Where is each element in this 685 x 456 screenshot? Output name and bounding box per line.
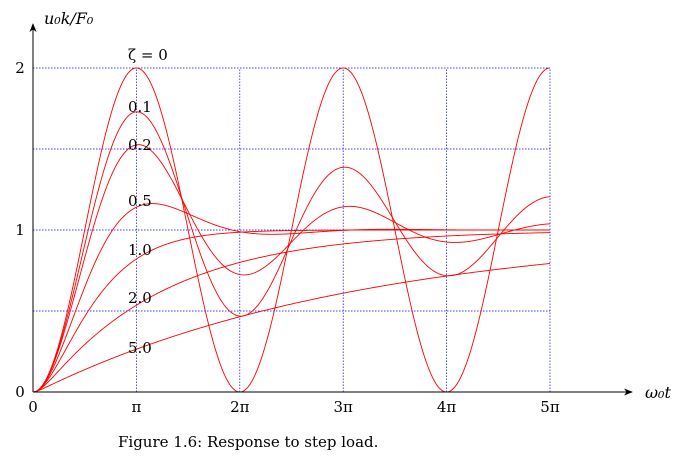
x-tick-label: 4π xyxy=(437,398,457,416)
x-tick-label: 3π xyxy=(333,398,353,416)
figure-caption: Figure 1.6: Response to step load. xyxy=(118,433,378,451)
x-axis-label: ω₀t xyxy=(645,383,671,402)
series-line-zeta-2 xyxy=(32,232,551,393)
series-line-zeta-0.1 xyxy=(32,111,551,393)
x-tick-label: 5π xyxy=(540,398,560,416)
series-line-zeta-0 xyxy=(32,67,551,393)
series-line-zeta-1 xyxy=(32,229,550,393)
y-axis-label: u₀k/F₀ xyxy=(44,9,94,28)
series-label: 5.0 xyxy=(128,339,152,357)
x-tick-label: 0 xyxy=(28,398,38,416)
series-line-zeta-0.2 xyxy=(32,144,551,393)
x-tick-label: 2π xyxy=(230,398,250,416)
series-line-zeta-5 xyxy=(32,263,551,393)
series-label: 1.0 xyxy=(128,241,152,259)
series-label: 0.1 xyxy=(128,98,152,116)
series-label: 0.5 xyxy=(128,192,152,210)
y-tick-label: 1 xyxy=(15,221,25,239)
series-label: ζ = 0 xyxy=(128,46,168,64)
series-label: 0.2 xyxy=(128,136,152,154)
y-tick-label: 0 xyxy=(15,383,25,401)
x-tick-label: π xyxy=(131,398,141,416)
y-tick-label: 2 xyxy=(15,59,25,77)
curves xyxy=(32,67,551,393)
series-label: 2.0 xyxy=(128,289,152,307)
